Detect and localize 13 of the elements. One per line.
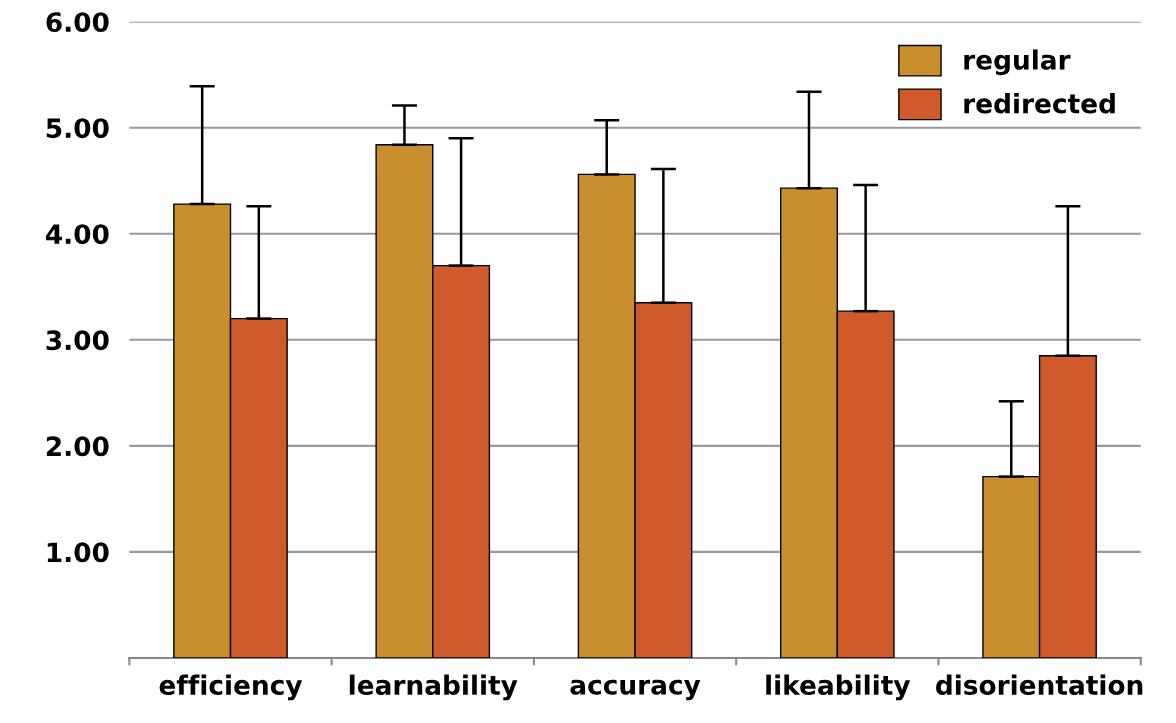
y-tick-label: 2.00 — [46, 436, 109, 457]
y-tick-label: 5.00 — [46, 118, 109, 139]
x-tick-label: disorientation — [936, 674, 1143, 696]
y-tick-label: 4.00 — [46, 224, 109, 245]
legend-label: redirected — [964, 93, 1115, 114]
y-tick-label: 1.00 — [47, 542, 109, 563]
x-tick-label: likeability — [766, 674, 911, 701]
legend-label: regular — [964, 49, 1071, 76]
x-tick-label: accuracy — [570, 679, 701, 701]
y-tick-label: 3.00 — [46, 330, 109, 351]
x-tick-label: efficiency — [159, 674, 303, 701]
y-tick-label: 6.00 — [46, 12, 109, 33]
x-tick-label: learnability — [349, 674, 518, 701]
